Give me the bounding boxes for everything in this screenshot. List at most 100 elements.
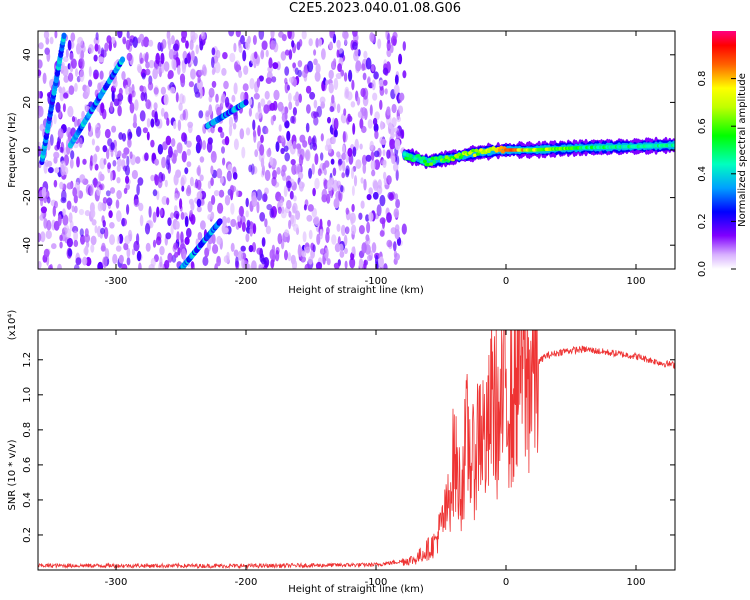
noise-blob [110, 170, 113, 182]
signal-core [444, 155, 449, 159]
noise-blob [184, 236, 190, 245]
noise-blob [60, 61, 65, 71]
noise-blob [336, 151, 341, 158]
noise-blob [98, 56, 105, 63]
noise-blob [40, 197, 44, 207]
noise-blob [245, 210, 249, 218]
noise-blob [396, 155, 400, 166]
noise-blob [150, 174, 155, 182]
noise-blob [96, 187, 101, 196]
noise-blob [394, 74, 399, 85]
noise-blob [62, 56, 69, 63]
noise-blob [38, 145, 42, 157]
noise-blob [379, 230, 385, 237]
noise-blob [51, 243, 57, 250]
noise-blob [288, 49, 293, 60]
noise-blob [237, 250, 243, 261]
noise-blob [161, 195, 168, 205]
noise-blob [355, 60, 362, 72]
noise-blob [351, 167, 354, 180]
noise-blob [48, 167, 54, 174]
noise-blob [281, 112, 288, 123]
noise-blob [333, 129, 338, 138]
noise-blob [198, 110, 204, 119]
noise-blob [216, 235, 222, 245]
noise-blob [78, 137, 83, 149]
noise-blob [170, 224, 174, 235]
noise-blob [173, 149, 178, 158]
noise-blob [290, 159, 296, 166]
noise-blob [343, 247, 348, 254]
noise-blob [103, 158, 107, 166]
noise-blob [126, 257, 131, 266]
noise-blob [389, 138, 396, 150]
noise-blob [367, 119, 373, 129]
noise-blob [312, 142, 318, 151]
noise-blob [340, 185, 344, 193]
noise-blob [332, 179, 339, 192]
colorbar-ticks: 0.0 0.2 0.4 0.6 0.8 [697, 71, 736, 277]
noise-blob [121, 217, 125, 227]
noise-blob [45, 230, 52, 240]
noise-blob [161, 156, 167, 169]
noise-blob [370, 151, 375, 161]
noise-blob [250, 163, 255, 176]
noise-blob [135, 156, 141, 164]
noise-blob [52, 205, 56, 217]
noise-blob [383, 263, 388, 269]
noise-blob [342, 131, 346, 143]
noise-blob [73, 239, 79, 248]
noise-blob [265, 225, 271, 235]
noise-blob [166, 31, 171, 40]
noise-blob [102, 256, 108, 269]
y-tick-label: 0.8 [22, 422, 33, 438]
noise-blob [379, 99, 383, 110]
noise-blob [284, 66, 290, 76]
noise-blob [222, 52, 228, 60]
noise-blob [349, 212, 356, 224]
noise-blob [286, 130, 291, 142]
noise-blob [232, 122, 237, 130]
noise-blob [319, 248, 326, 255]
noise-blob [195, 44, 199, 55]
noise-blob [210, 177, 214, 187]
noise-blob [248, 107, 252, 117]
noise-blob [331, 136, 336, 145]
noise-blob [292, 62, 296, 69]
noise-blob [280, 135, 285, 143]
noise-blob [331, 234, 337, 245]
signal-core [672, 143, 675, 148]
noise-blob [345, 207, 349, 215]
noise-blob [152, 67, 158, 80]
noise-blob [167, 70, 174, 79]
noise-blob [197, 76, 201, 83]
noise-blob [139, 110, 146, 122]
noise-blob [291, 40, 295, 48]
noise-blob [235, 189, 239, 198]
noise-blob [165, 135, 172, 146]
noise-blob [145, 61, 150, 69]
diagonal-feature-point [243, 99, 249, 106]
noise-blob [168, 49, 174, 60]
noise-blob [116, 235, 121, 245]
noise-blob [392, 31, 398, 40]
noise-blob [331, 60, 336, 69]
noise-blob [288, 219, 292, 230]
noise-blob [85, 85, 90, 97]
noise-blob [126, 247, 131, 258]
noise-blob [253, 93, 260, 100]
noise-blob [315, 261, 323, 269]
noise-blob [88, 66, 92, 77]
noise-blob [265, 77, 272, 84]
noise-blob [256, 189, 263, 201]
noise-blob [336, 39, 341, 49]
noise-blob [361, 107, 367, 117]
noise-blob [308, 229, 313, 240]
noise-blob [313, 116, 319, 126]
noise-blob [260, 50, 265, 60]
noise-blob [276, 167, 281, 175]
noise-blob [72, 187, 78, 198]
colorbar-tick-label: 0.6 [697, 118, 708, 134]
noise-blob [357, 49, 361, 57]
noise-blob [216, 106, 222, 117]
